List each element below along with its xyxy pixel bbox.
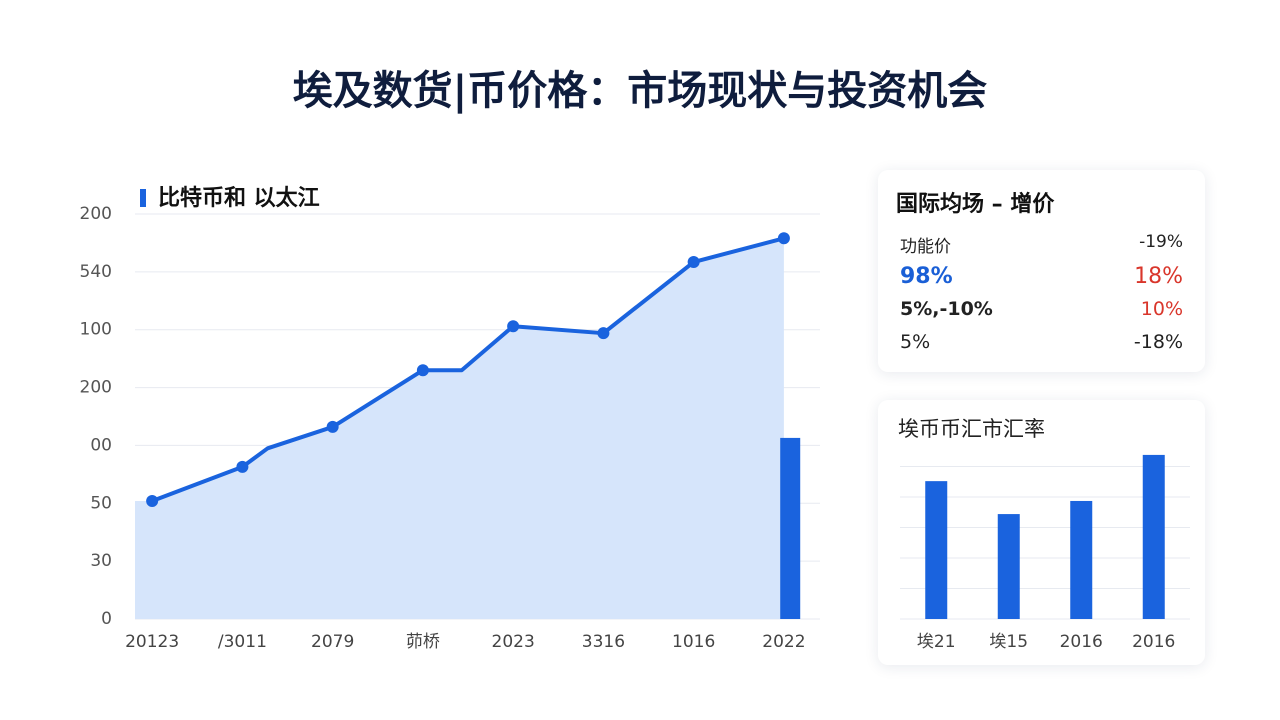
y-tick-label: 50	[90, 493, 112, 513]
point	[777, 232, 790, 245]
x-tick-label: 2016	[1132, 632, 1175, 652]
x-tick-label: 1016	[672, 632, 715, 652]
card-row: 98% 18%	[900, 264, 1183, 294]
row-value: 10%	[1140, 298, 1183, 320]
legend-label: 比特币和 以太江	[158, 185, 320, 211]
point	[507, 320, 520, 333]
card-row: 5%,-10% 10%	[900, 298, 1183, 328]
row-value: -19%	[1139, 232, 1183, 252]
title: 埃及数货|币价格：市场现状与投资机会	[292, 68, 988, 114]
point	[236, 460, 249, 473]
y-tick-label: 30	[90, 551, 112, 571]
line	[151, 236, 785, 503]
x-tick-label: 20123	[125, 632, 179, 652]
x-tick-label: 2022	[762, 632, 805, 652]
bar	[1142, 454, 1165, 619]
card-title: 国际均场 – 增价	[896, 192, 1055, 217]
row-label: 功能价	[900, 237, 951, 257]
point	[326, 420, 339, 433]
x-tick-label: 2079	[311, 632, 354, 652]
y-tick-label: 200	[80, 204, 112, 224]
x-tick-label: 3316	[582, 632, 625, 652]
y-tick-label: 00	[90, 435, 112, 455]
y-tick-label: 100	[80, 320, 112, 340]
x-tick-label: 埃21	[917, 632, 956, 652]
row-label: 98%	[900, 264, 953, 289]
x-tick-label: /3011	[218, 632, 267, 652]
bar	[997, 514, 1020, 619]
area	[135, 238, 784, 620]
x-tick-label: 2016	[1060, 632, 1103, 652]
bar-chart-title: 埃币币汇市汇率	[898, 417, 1045, 441]
point	[597, 327, 610, 340]
bar	[925, 481, 948, 619]
point	[146, 494, 159, 507]
y-tick-label: 540	[80, 262, 112, 282]
bar	[1070, 500, 1093, 619]
legend-swatch	[140, 189, 146, 207]
y-tick-label: 0	[101, 609, 112, 629]
x-tick-label: 埃15	[989, 632, 1028, 652]
price-card: 国际均场 – 增价 功能价 -19% 98% 18% 5%,-10% 10% 5% -1…	[878, 170, 1205, 372]
point	[687, 256, 700, 269]
y-tick-label: 200	[80, 378, 112, 398]
card-row: 5% -18%	[900, 331, 1183, 361]
card-row: 功能价 -19%	[900, 232, 1183, 262]
x-tick-label: 2023	[492, 632, 535, 652]
row-label: 5%,-10%	[900, 298, 993, 320]
bar	[780, 437, 801, 619]
row-value: 18%	[1134, 264, 1183, 289]
x-tick-label: 茆桥	[406, 632, 440, 652]
row-value: -18%	[1133, 331, 1183, 353]
point	[416, 364, 429, 377]
row-label: 5%	[900, 331, 931, 353]
